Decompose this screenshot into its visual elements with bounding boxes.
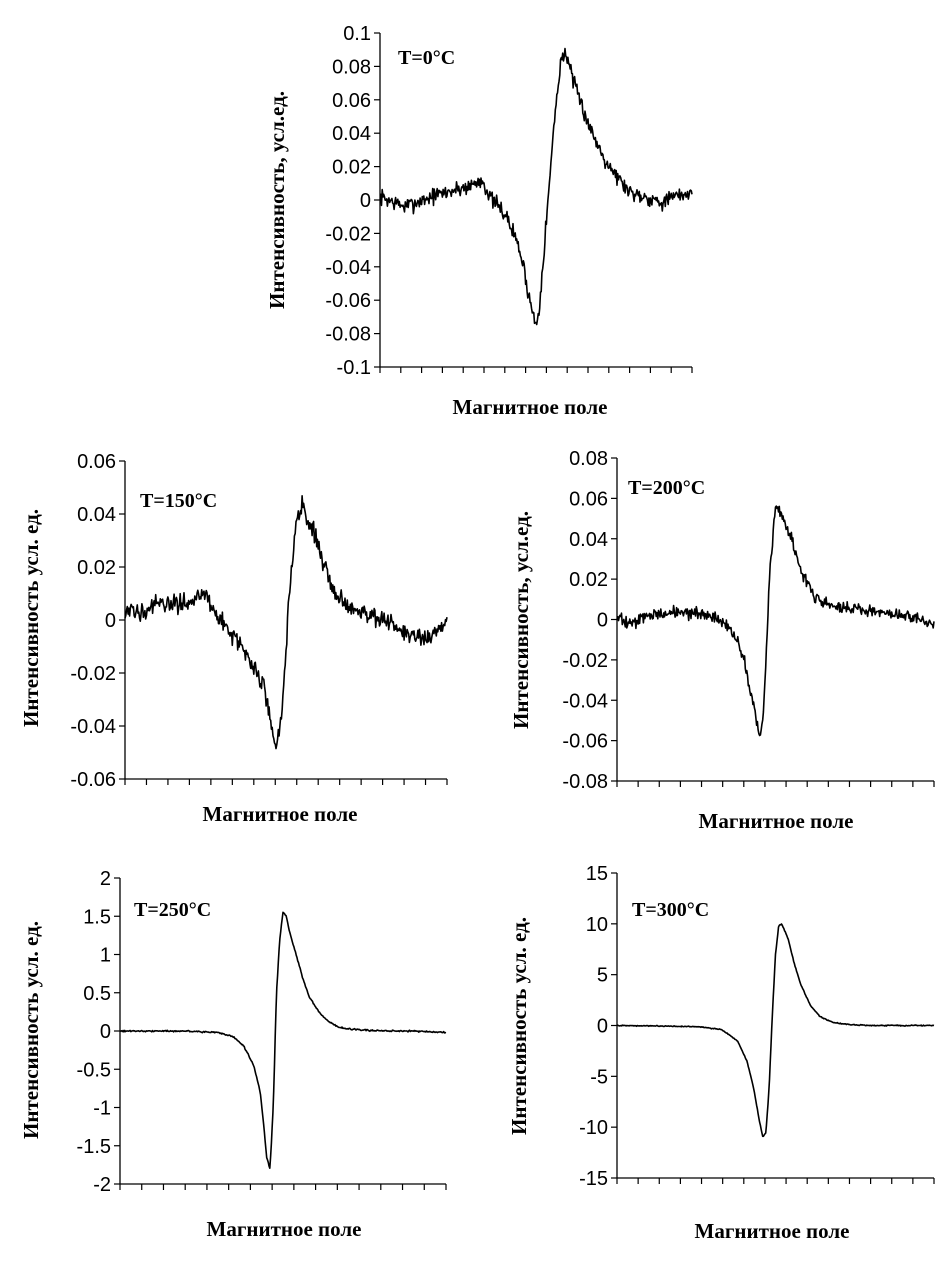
y-tick-label-t0: -0.08 — [325, 324, 371, 346]
y-axis-label-t300: Интенсивность усл. ед. — [507, 917, 531, 1135]
annotation-t300: T=300°C — [632, 899, 709, 921]
y-tick-label-t0: 0.06 — [332, 90, 371, 112]
series-line-t200 — [616, 505, 935, 737]
y-tick-label-t200: -0.02 — [562, 650, 608, 672]
y-tick-label-t150: -0.04 — [70, 716, 116, 738]
annotation-t250: T=250°C — [134, 899, 211, 921]
y-tick-label-t250: -1 — [93, 1098, 111, 1120]
y-tick-label-t300: 5 — [597, 965, 608, 987]
chart-t250: T=250°C Магнитное поле Интенсивность усл… — [19, 868, 447, 1241]
y-tick-label-t200: 0.02 — [569, 569, 608, 591]
chart-t150: T=150°C Магнитное поле Интенсивность усл… — [19, 451, 448, 826]
y-tick-label-t250: -0.5 — [77, 1059, 111, 1081]
y-tick-label-t0: 0.1 — [343, 23, 371, 45]
x-axis-label-t150: Магнитное поле — [203, 802, 358, 826]
y-tick-label-t200: 0.08 — [569, 448, 608, 470]
series-line-t250 — [119, 911, 447, 1169]
y-tick-label-t300: -5 — [590, 1066, 608, 1088]
y-tick-label-t200: -0.08 — [562, 771, 608, 793]
y-tick-label-t250: -1.5 — [77, 1136, 111, 1158]
y-tick-label-t150: 0.02 — [77, 557, 116, 579]
y-tick-label-t150: 0.04 — [77, 504, 116, 526]
y-tick-label-t200: 0.06 — [569, 488, 608, 510]
series-line-t150 — [124, 495, 448, 750]
y-tick-label-t0: -0.06 — [325, 290, 371, 312]
series-line-t0 — [379, 47, 693, 326]
y-tick-label-t300: 0 — [597, 1016, 608, 1038]
y-tick-label-t0: 0.02 — [332, 157, 371, 179]
y-tick-label-t250: 0 — [100, 1021, 111, 1043]
x-axis-label-t250: Магнитное поле — [207, 1217, 362, 1241]
y-axis-label-t200: Интенсивность, усл.ед. — [509, 511, 533, 729]
chart-t200: T=200°C Магнитное поле Интенсивность, ус… — [509, 448, 935, 833]
x-axis-label-t300: Магнитное поле — [695, 1219, 850, 1243]
y-tick-label-t0: 0.08 — [332, 56, 371, 78]
y-tick-label-t0: -0.02 — [325, 223, 371, 245]
y-tick-label-t300: -15 — [579, 1168, 608, 1190]
y-tick-label-t300: 10 — [586, 914, 608, 936]
y-tick-label-t0: 0.04 — [332, 123, 371, 145]
y-tick-label-t300: -10 — [579, 1117, 608, 1139]
y-tick-label-t150: -0.02 — [70, 663, 116, 685]
y-axis-label-t150: Интенсивность усл. ед. — [19, 509, 43, 727]
annotation-t150: T=150°C — [140, 490, 217, 512]
y-tick-label-t250: 1 — [100, 945, 111, 967]
y-tick-label-t0: 0 — [360, 190, 371, 212]
y-axis-label-t250: Интенсивность усл. ед. — [19, 921, 43, 1139]
y-tick-label-t250: 2 — [100, 868, 111, 890]
y-tick-label-t250: -2 — [93, 1174, 111, 1196]
chart-t300: T=300°C Магнитное поле Интенсивность усл… — [507, 863, 935, 1243]
y-tick-label-t300: 15 — [586, 863, 608, 885]
y-tick-label-t0: -0.04 — [325, 257, 371, 279]
annotation-t200: T=200°C — [628, 477, 705, 499]
x-axis-label-t200: Магнитное поле — [699, 809, 854, 833]
annotation-t0: T=0°C — [398, 47, 455, 69]
y-tick-label-t250: 0.5 — [83, 983, 111, 1005]
y-tick-label-t250: 1.5 — [83, 906, 111, 928]
y-axis-label-t0: Интенсивность, усл.ед. — [265, 91, 289, 309]
y-tick-label-t200: -0.06 — [562, 731, 608, 753]
y-tick-label-t200: 0.04 — [569, 529, 608, 551]
y-tick-label-t150: 0.06 — [77, 451, 116, 473]
y-tick-label-t150: 0 — [105, 610, 116, 632]
y-tick-label-t150: -0.06 — [70, 769, 116, 791]
y-tick-label-t200: 0 — [597, 610, 608, 632]
y-tick-label-t200: -0.04 — [562, 690, 608, 712]
series-line-t300 — [616, 923, 935, 1138]
x-axis-label-t0: Магнитное поле — [453, 395, 608, 419]
y-tick-label-t0: -0.1 — [337, 357, 371, 379]
chart-t0: T=0°C Магнитное поле Интенсивность, усл.… — [265, 23, 693, 419]
